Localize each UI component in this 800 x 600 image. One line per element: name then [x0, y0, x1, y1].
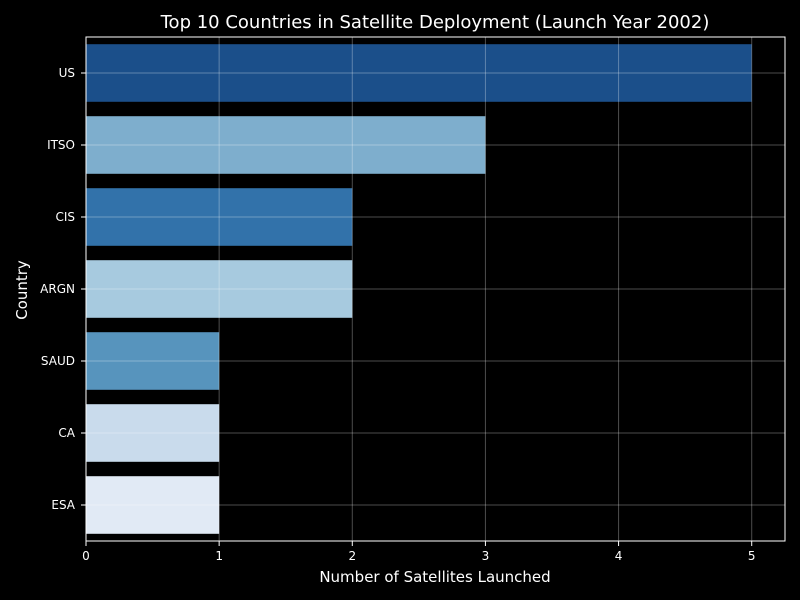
y-axis-label: Country — [13, 260, 31, 320]
bar-itso — [86, 116, 486, 174]
x-tick-label: 4 — [615, 549, 623, 563]
x-tick-label: 0 — [82, 549, 90, 563]
x-tick-label: 2 — [348, 549, 356, 563]
y-tick-label-us: US — [59, 66, 75, 80]
bar-us — [86, 44, 752, 102]
chart-title: Top 10 Countries in Satellite Deployment… — [160, 12, 710, 33]
bar-ca — [86, 404, 220, 462]
bar-esa — [86, 476, 220, 534]
y-tick-label-argn: ARGN — [40, 282, 75, 296]
bars — [86, 44, 752, 534]
y-tick-label-esa: ESA — [51, 498, 75, 512]
y-tick-label-cis: CIS — [55, 210, 75, 224]
y-tick-label-itso: ITSO — [47, 138, 75, 152]
bar-cis — [86, 188, 353, 246]
bar-saud — [86, 332, 220, 390]
axes: 0 1 2 3 4 5 US ITSO CIS ARGN SAUD CA ESA — [40, 36, 786, 563]
x-axis-label: Number of Satellites Launched — [319, 568, 550, 586]
x-tick-label: 1 — [215, 549, 223, 563]
x-tick-label: 3 — [482, 549, 490, 563]
grid — [85, 37, 785, 541]
y-tick-label-ca: CA — [58, 426, 75, 440]
bar-argn — [86, 260, 353, 318]
x-tick-label: 5 — [748, 549, 756, 563]
y-tick-label-saud: SAUD — [41, 354, 75, 368]
